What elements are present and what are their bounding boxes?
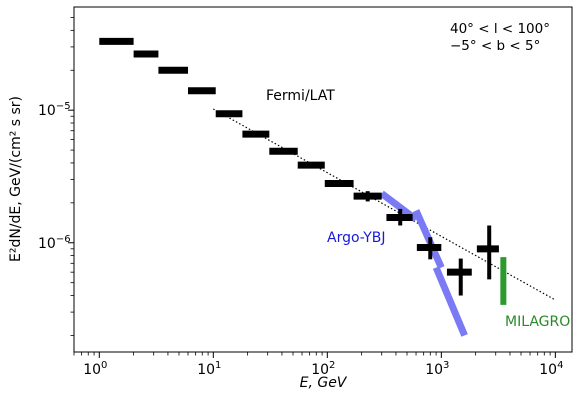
argo-band <box>432 266 468 337</box>
plot-frame <box>73 6 573 353</box>
y-axis-label: E²dN/dE, GeV/(cm² s sr) <box>8 96 24 262</box>
fermi-lat-layer <box>99 37 499 296</box>
region-label-latitude: −5° < b < 5° <box>450 38 540 54</box>
x-tick-label: 100 <box>83 360 107 378</box>
x-axis-label: E, GeV <box>300 375 348 389</box>
axis-ticks <box>68 17 556 358</box>
fit-line <box>213 108 556 301</box>
fermi-data-point <box>353 191 382 202</box>
x-tick-label: 104 <box>539 360 563 378</box>
y-tick-label: 10−5 <box>38 101 71 119</box>
x-tick-label: 103 <box>425 360 449 378</box>
tick-labels: 100 101 102 103 104 10−6 10−5 <box>38 101 563 378</box>
x-tick-label: 102 <box>311 360 335 378</box>
annotation-fermi-lat: Fermi/LAT <box>266 88 335 104</box>
fermi-data-point <box>386 208 413 226</box>
annotation-argo-ybj: Argo-YBJ <box>327 230 385 246</box>
annotation-milagro: MILAGRO <box>505 314 570 330</box>
x-tick-label: 101 <box>197 360 221 378</box>
fermi-data-point <box>476 225 499 280</box>
region-label-longitude: 40° < l < 100° <box>450 21 550 37</box>
fermi-data-point <box>446 258 472 296</box>
y-tick-label: 10−6 <box>38 234 71 252</box>
fit-line-layer <box>213 108 556 301</box>
fermi-data-point <box>416 237 442 260</box>
